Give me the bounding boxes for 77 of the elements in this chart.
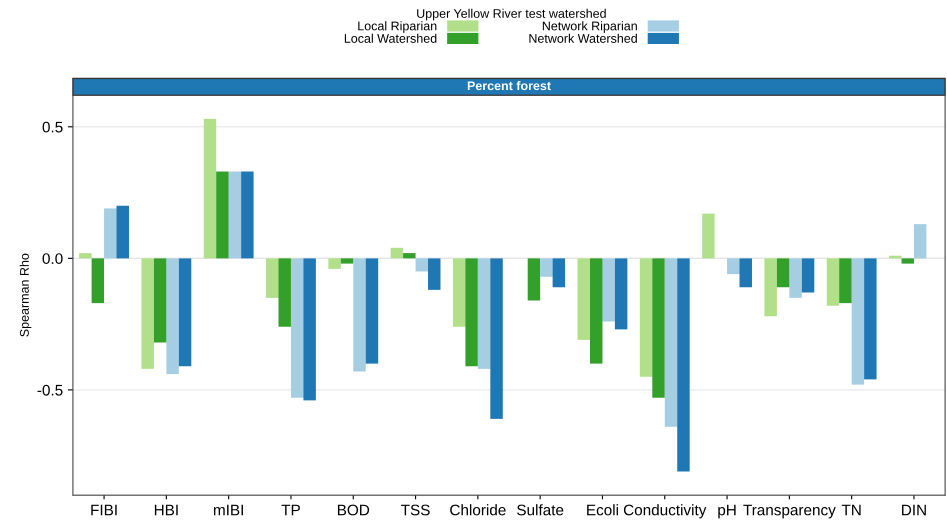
bar bbox=[328, 258, 341, 269]
x-tick-label: Transparency bbox=[743, 504, 836, 518]
y-tick-label: 0.5 bbox=[42, 122, 63, 132]
bar bbox=[290, 258, 304, 398]
x-tick-label: Ecoli bbox=[587, 504, 618, 516]
chart-subtitle: Percent forest bbox=[468, 80, 551, 90]
y-tick-label: 0.0 bbox=[42, 253, 63, 264]
bar bbox=[452, 258, 466, 327]
bar bbox=[403, 253, 416, 258]
bar bbox=[478, 258, 490, 369]
legend-label: Network Watershed bbox=[529, 34, 637, 43]
bar bbox=[614, 258, 628, 330]
bar bbox=[353, 258, 366, 372]
bar bbox=[540, 258, 553, 277]
x-tick-label: FIBI bbox=[91, 504, 117, 516]
bar bbox=[303, 258, 316, 400]
bar bbox=[852, 258, 864, 385]
bar bbox=[416, 258, 428, 272]
bar bbox=[590, 258, 602, 364]
x-tick-label: TN bbox=[842, 504, 861, 516]
legend-label: Local Riparian bbox=[358, 21, 436, 33]
x-tick-label: mIBI bbox=[214, 504, 243, 516]
bar bbox=[390, 248, 404, 258]
bar bbox=[116, 206, 129, 258]
bar bbox=[428, 258, 440, 290]
bar bbox=[166, 258, 179, 374]
legend-title: Upper Yellow River test watershed bbox=[417, 8, 606, 20]
bar bbox=[92, 258, 104, 304]
x-tick-label: Sulfate bbox=[517, 504, 564, 516]
bar bbox=[178, 258, 192, 366]
bar bbox=[578, 258, 590, 340]
bar bbox=[664, 258, 678, 427]
bar bbox=[366, 258, 378, 364]
bar bbox=[79, 253, 92, 258]
bar bbox=[141, 258, 154, 369]
bar bbox=[740, 258, 752, 288]
x-tick-label: BOD bbox=[338, 504, 370, 516]
bar bbox=[204, 118, 216, 258]
bar bbox=[702, 214, 715, 258]
bar bbox=[104, 208, 117, 258]
x-tick-label: pH bbox=[718, 504, 736, 518]
bar bbox=[776, 258, 790, 288]
legend-label: Network Riparian bbox=[542, 21, 637, 33]
x-tick-label: HBI bbox=[154, 504, 178, 516]
bar bbox=[552, 258, 566, 288]
bar bbox=[839, 258, 852, 304]
bar bbox=[802, 258, 814, 293]
bar bbox=[727, 258, 740, 274]
x-tick-label: TSS bbox=[401, 504, 430, 516]
x-tick-label: Chloride bbox=[450, 504, 506, 516]
bar bbox=[914, 224, 926, 258]
bar bbox=[789, 258, 802, 298]
x-tick-label: TP bbox=[282, 504, 300, 516]
bar bbox=[241, 172, 254, 258]
bar bbox=[764, 258, 777, 316]
bar bbox=[465, 258, 478, 366]
bar bbox=[889, 256, 902, 258]
bar bbox=[266, 258, 279, 298]
bar bbox=[340, 258, 354, 264]
bar bbox=[602, 258, 615, 322]
y-tick-label: -0.5 bbox=[38, 384, 63, 396]
bar bbox=[864, 258, 877, 380]
bar bbox=[490, 258, 503, 419]
bar bbox=[677, 258, 690, 472]
legend-label: Local Watershed bbox=[344, 34, 436, 43]
x-tick-label: DIN bbox=[902, 504, 926, 516]
bar bbox=[640, 258, 652, 377]
bar bbox=[228, 172, 242, 258]
bar bbox=[901, 258, 914, 264]
x-tick-label: Conductivity bbox=[624, 504, 706, 518]
y-axis-title: Spearman Rho bbox=[20, 254, 32, 337]
bar bbox=[528, 258, 540, 300]
bar bbox=[278, 258, 291, 327]
bar bbox=[154, 258, 166, 343]
bar bbox=[216, 172, 229, 258]
bar bbox=[826, 258, 840, 306]
bar bbox=[652, 258, 665, 398]
